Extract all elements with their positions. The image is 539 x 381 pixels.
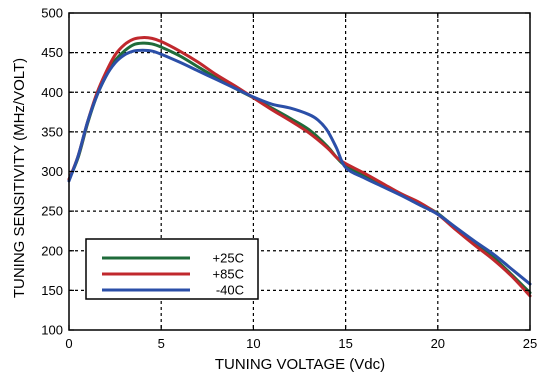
legend-label-minus-40c: -40C xyxy=(216,283,244,298)
legend: +25C+85C-40C xyxy=(86,239,258,299)
x-tick-label: 5 xyxy=(158,336,165,351)
y-tick-label: 300 xyxy=(41,164,63,179)
y-tick-label: 100 xyxy=(41,323,63,338)
x-tick-label: 25 xyxy=(523,336,537,351)
x-tick-label: 15 xyxy=(338,336,352,351)
y-tick-label: 450 xyxy=(41,45,63,60)
legend-label-plusminus-85c: +85C xyxy=(213,267,244,282)
x-axis-label: TUNING VOLTAGE (Vdc) xyxy=(215,356,385,373)
legend-label-plusminus-25c: +25C xyxy=(213,251,244,266)
legend-items: +25C+85C-40C xyxy=(102,251,244,298)
y-tick-label: 350 xyxy=(41,124,63,139)
x-tick-label: 20 xyxy=(431,336,445,351)
y-axis-label: TUNING SENSITIVITY (MHz/VOLT) xyxy=(11,58,28,298)
x-tick-label: 10 xyxy=(246,336,260,351)
y-tick-label: 400 xyxy=(41,85,63,100)
y-tick-label: 150 xyxy=(41,283,63,298)
y-tick-label: 500 xyxy=(41,6,63,21)
x-tick-label: 0 xyxy=(65,336,72,351)
y-tick-label: 250 xyxy=(41,204,63,219)
y-tick-label: 200 xyxy=(41,243,63,258)
